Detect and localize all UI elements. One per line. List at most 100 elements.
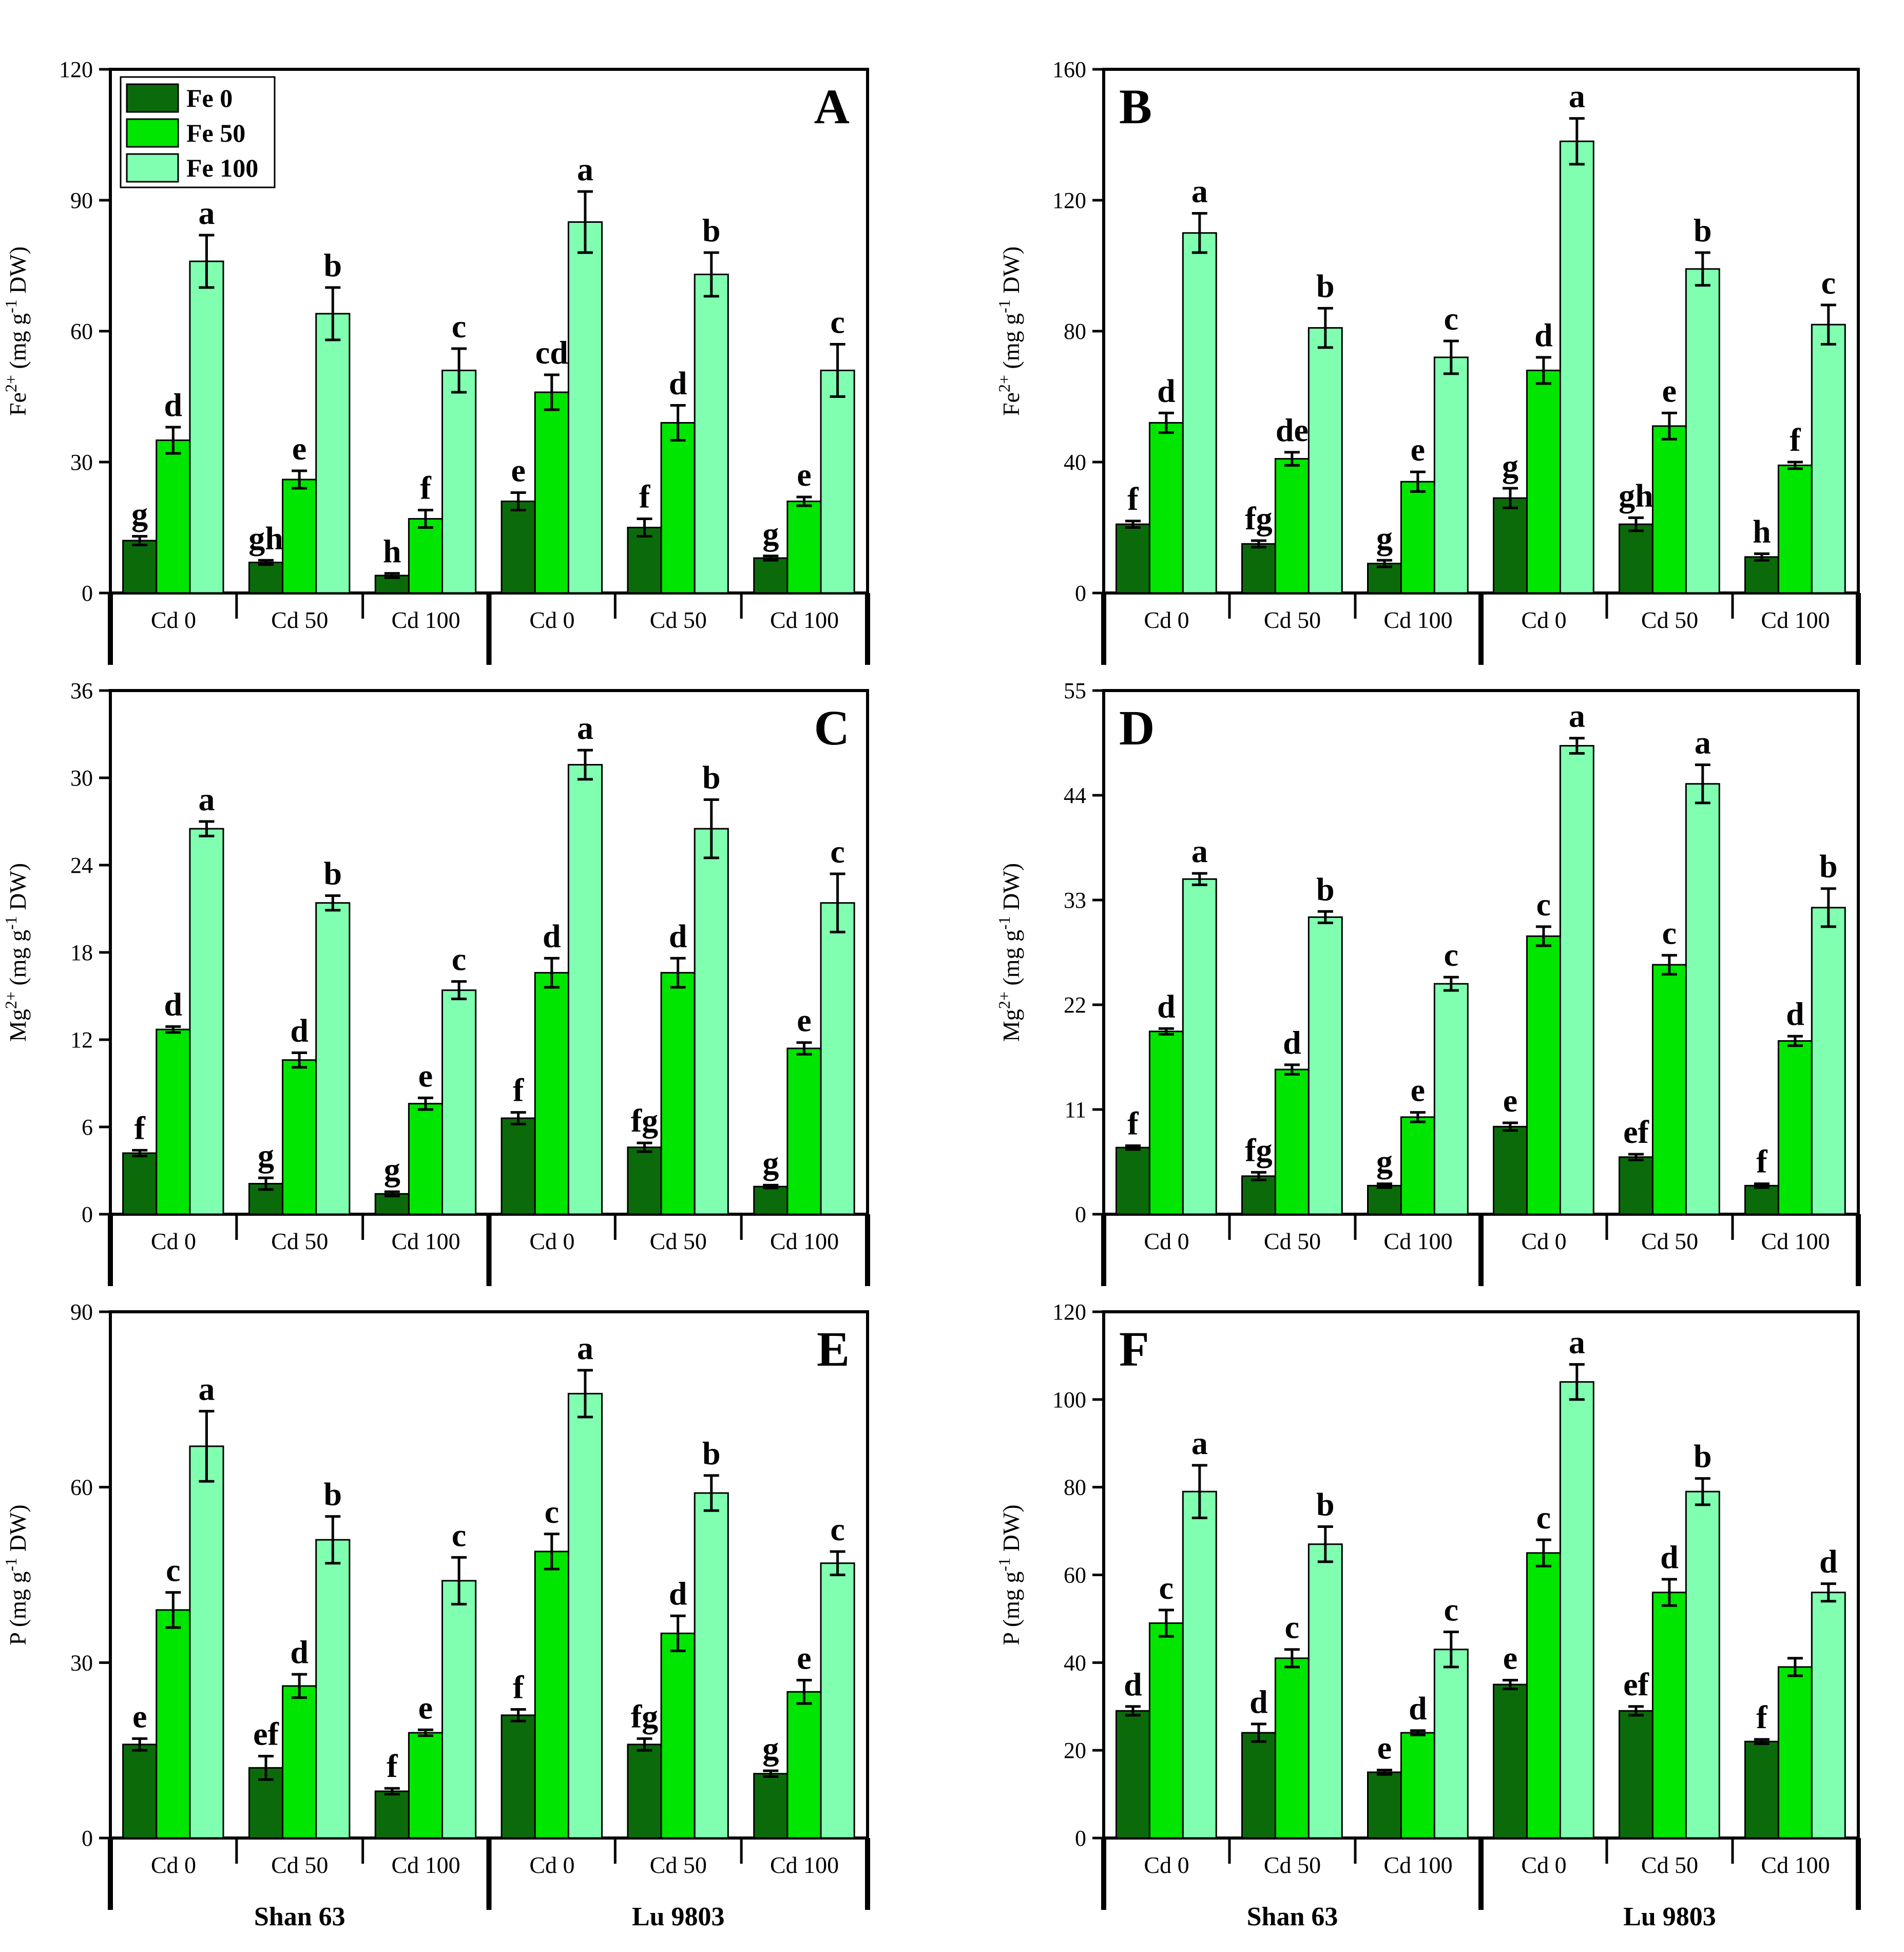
bar-fe0 bbox=[248, 562, 284, 594]
y-tick-label: 44 bbox=[1064, 783, 1086, 808]
significance-letter: b bbox=[323, 247, 342, 283]
bar-fe50 bbox=[1400, 1732, 1435, 1839]
category-label: Cd 100 bbox=[1761, 1852, 1830, 1878]
panel-c: 0 6 12 18 24 30 36 Mg2+ (mg g-1 DW) Cd 0 Cd 50 Cd … bbox=[2, 678, 870, 1286]
significance-letter: g bbox=[762, 515, 779, 552]
significance-letter: d bbox=[1660, 1539, 1679, 1575]
bar-fe50 bbox=[1148, 1622, 1184, 1839]
bar-fe0 bbox=[1116, 1710, 1150, 1839]
bar-fe0 bbox=[1744, 1184, 1779, 1215]
y-tick-label: 30 bbox=[70, 766, 93, 791]
significance-letter: b bbox=[323, 1476, 342, 1513]
panel-letter: C bbox=[814, 700, 850, 755]
significance-letter: b bbox=[1694, 212, 1712, 248]
bar-fe0 bbox=[1241, 1175, 1276, 1215]
bar-fe50 bbox=[1526, 935, 1561, 1215]
bar-fe50 bbox=[1274, 1657, 1310, 1839]
bar-fe50 bbox=[282, 1059, 317, 1215]
significance-letter: b bbox=[323, 855, 342, 892]
significance-letter: d bbox=[543, 917, 561, 954]
significance-letter: e bbox=[132, 1698, 147, 1734]
bar-fe100 bbox=[1559, 140, 1594, 594]
significance-letter: f bbox=[1127, 1105, 1139, 1141]
bar-fe100 bbox=[820, 370, 855, 594]
panel-d: 0 11 22 33 44 55 Mg2+ (mg g-1 DW) Cd 0 Cd 50 Cd 1… bbox=[995, 678, 1861, 1286]
significance-letter: d bbox=[290, 1634, 309, 1670]
significance-letter: a bbox=[1191, 833, 1208, 869]
significance-letter: d bbox=[1819, 1543, 1838, 1580]
bar-fe50 bbox=[534, 391, 569, 594]
bar-fe100 bbox=[441, 989, 477, 1215]
category-label: Cd 0 bbox=[1521, 1228, 1566, 1254]
significance-letter: e bbox=[1377, 1730, 1392, 1766]
significance-letter: d bbox=[669, 917, 687, 954]
significance-letter: g bbox=[762, 1144, 779, 1181]
y-tick-label: 0 bbox=[82, 1826, 93, 1851]
significance-letter: d bbox=[669, 365, 687, 401]
bar-fe0 bbox=[627, 1146, 662, 1215]
y-tick-label: 90 bbox=[70, 1299, 93, 1325]
significance-letter: e bbox=[797, 1640, 811, 1676]
bar-fe100 bbox=[1433, 356, 1469, 594]
bar-fe0 bbox=[1619, 1710, 1653, 1839]
significance-letter: fg bbox=[631, 1698, 658, 1734]
significance-letter: c bbox=[452, 941, 466, 978]
bar-fe0 bbox=[1493, 1125, 1528, 1215]
bar-fe0 bbox=[1241, 543, 1276, 594]
bar-fe100 bbox=[694, 1492, 729, 1839]
significance-letter: b bbox=[702, 212, 721, 248]
legend-swatch bbox=[126, 153, 179, 183]
y-tick-label: 100 bbox=[1052, 1387, 1086, 1412]
bar-fe50 bbox=[1777, 1040, 1813, 1215]
category-label: Cd 0 bbox=[1521, 1852, 1566, 1878]
bar-fe100 bbox=[315, 313, 351, 594]
significance-letter: d bbox=[669, 1575, 687, 1612]
panel-letter: F bbox=[1119, 1322, 1149, 1376]
bar-fe0 bbox=[1619, 1156, 1653, 1215]
category-label: Cd 50 bbox=[1641, 1852, 1698, 1878]
category-label: Cd 50 bbox=[1264, 1852, 1321, 1878]
bar-fe0 bbox=[501, 501, 536, 594]
y-tick-label: 24 bbox=[70, 853, 93, 878]
bar-fe0 bbox=[1367, 1184, 1402, 1215]
bar-fe100 bbox=[1433, 983, 1469, 1215]
significance-letter: g bbox=[131, 496, 148, 532]
significance-letter: a bbox=[198, 781, 215, 817]
bar-fe0 bbox=[501, 1117, 536, 1215]
bar-fe50 bbox=[282, 479, 317, 594]
bar-fe100 bbox=[1307, 916, 1343, 1215]
category-label: Cd 0 bbox=[151, 607, 196, 633]
category-label: Cd 0 bbox=[1144, 1228, 1189, 1254]
cultivar-label: Lu 9803 bbox=[1623, 1902, 1716, 1931]
y-tick-label: 160 bbox=[1052, 57, 1086, 82]
significance-letter: a bbox=[198, 1371, 215, 1407]
bar-fe0 bbox=[1116, 1146, 1150, 1215]
bar-fe100 bbox=[441, 370, 477, 594]
y-tick-label: 22 bbox=[1064, 992, 1086, 1018]
significance-letter: c bbox=[452, 1517, 466, 1553]
y-tick-label: 0 bbox=[1075, 1202, 1086, 1227]
category-label: Cd 0 bbox=[151, 1228, 196, 1254]
significance-letter: c bbox=[1444, 300, 1458, 337]
y-tick-label: 6 bbox=[82, 1115, 93, 1140]
bar-fe50 bbox=[156, 439, 191, 594]
category-label: Cd 0 bbox=[1521, 607, 1566, 633]
significance-letter: f bbox=[134, 1109, 146, 1146]
significance-letter: e bbox=[418, 1689, 433, 1726]
significance-letter: b bbox=[702, 1435, 721, 1471]
category-label: Cd 0 bbox=[529, 1228, 574, 1254]
significance-letter: g bbox=[384, 1151, 400, 1188]
panel-e: 0 30 60 90 P (mg g-1 DW) Cd 0 Cd 50 Cd 100 Cd 0 C… bbox=[2, 1299, 870, 1931]
panel-f: 0 20 40 60 80 100 120 P (mg g-1 DW) Cd 0 Cd 50 Cd … bbox=[995, 1299, 1861, 1931]
significance-letter: fg bbox=[631, 1102, 658, 1139]
panel-letter: E bbox=[817, 1322, 850, 1376]
legend: Fe 0 Fe 50 Fe 100 bbox=[120, 76, 276, 188]
significance-letter: c bbox=[545, 1494, 559, 1530]
bar-fe50 bbox=[156, 1609, 191, 1839]
category-label: Cd 100 bbox=[1761, 607, 1830, 633]
bar-fe0 bbox=[753, 557, 788, 594]
significance-letter: c bbox=[1662, 915, 1677, 951]
significance-letter: b bbox=[1316, 871, 1335, 907]
category-label: Cd 0 bbox=[529, 1852, 574, 1878]
category-label: Cd 100 bbox=[391, 1852, 460, 1878]
